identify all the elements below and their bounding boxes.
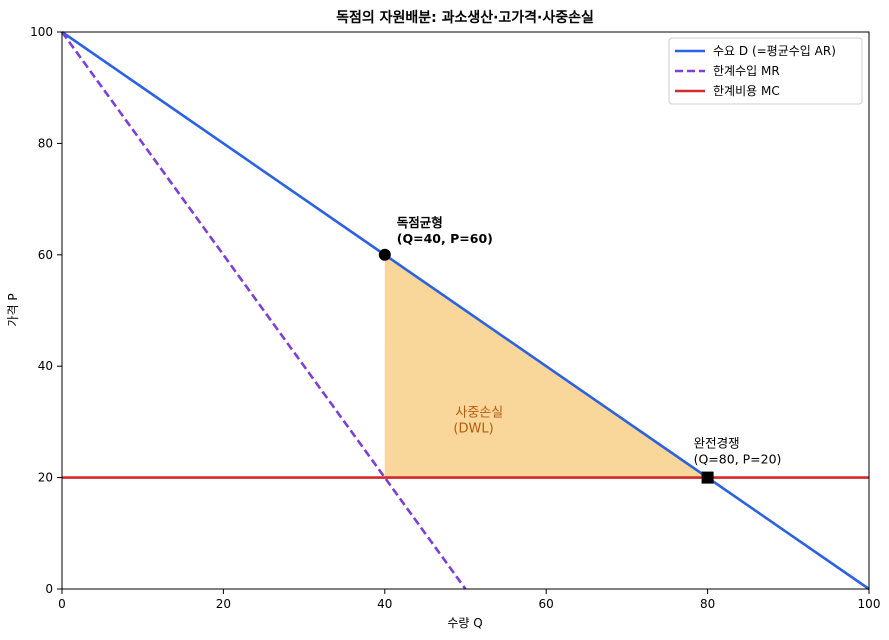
x-tick-label: 100 [858, 597, 881, 611]
point-competitive [701, 471, 714, 484]
point-coord-competitive: (Q=80, P=20) [694, 452, 782, 467]
point-label-competitive: 완전경쟁 [694, 436, 740, 451]
plot-frame [61, 31, 870, 590]
legend-label-1: 한계수입 MR [713, 64, 780, 78]
point-label-monopoly: 독점균형 [397, 215, 443, 230]
series-line-0 [61, 30, 870, 591]
y-tick-label: 40 [38, 359, 53, 373]
series-line-1 [60, 31, 467, 590]
legend-box [668, 37, 863, 105]
y-axis-label: 가격 P [6, 293, 20, 326]
y-tick-label: 20 [38, 471, 53, 485]
dwl-label-sub: (DWL) [453, 421, 493, 436]
point-coord-monopoly: (Q=40, P=60) [397, 231, 493, 246]
chart-title: 독점의 자원배분: 과소생산·고가격·사중손실 [336, 9, 594, 26]
legend-label-0: 수요 D (=평균수입 AR) [713, 44, 836, 58]
y-tick-label: 60 [38, 248, 53, 262]
point-monopoly [378, 248, 391, 261]
x-tick-label: 80 [700, 597, 715, 611]
x-tick-label: 60 [539, 597, 554, 611]
y-tick-label: 100 [30, 25, 53, 39]
y-tick-label: 0 [45, 582, 53, 596]
y-tick-label: 80 [38, 136, 53, 150]
x-axis-label: 수량 Q [447, 616, 482, 630]
x-tick-label: 40 [377, 597, 392, 611]
x-tick-label: 20 [216, 597, 231, 611]
legend-label-2: 한계비용 MC [713, 84, 780, 98]
dwl-label: 사중손실 [455, 405, 503, 420]
x-tick-label: 0 [58, 597, 66, 611]
legend: 수요 D (=평균수입 AR) 한계수입 MR 한계비용 MC [668, 37, 863, 105]
